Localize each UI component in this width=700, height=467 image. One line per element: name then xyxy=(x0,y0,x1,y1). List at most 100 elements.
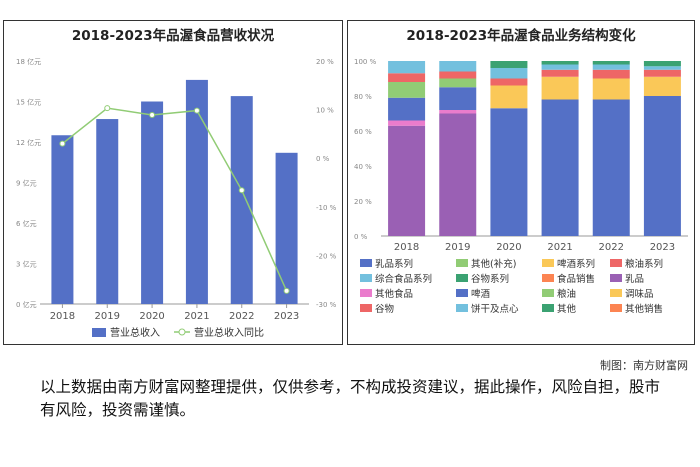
stack-segment xyxy=(439,110,477,114)
stack-segment xyxy=(388,82,426,98)
yoy-line xyxy=(61,107,288,292)
legend-label: 粮油系列 xyxy=(625,258,663,270)
legend-label: 调味品 xyxy=(625,288,654,300)
legend-swatch xyxy=(456,259,468,267)
x-tick-label: 2019 xyxy=(95,311,120,322)
x-tick-label: 2023 xyxy=(650,242,675,253)
stack-segment xyxy=(439,113,477,236)
legend-swatch xyxy=(610,274,622,282)
x-tick-label: 2022 xyxy=(599,242,624,253)
disclaimer-text: 以上数据由南方财富网整理提供，仅供参考，不构成投资建议，据此操作，风险自担，股市… xyxy=(40,378,661,419)
legend-swatch xyxy=(456,274,468,282)
stack-segment xyxy=(490,78,528,86)
structure-chart-panel: 2018-2023年品渥食品业务结构变化 0 % 20 % 40 % 60 % 80 %… xyxy=(347,20,695,345)
revenue-chart-panel: 2018-2023年品渥食品营收状况 0 亿元 3 亿元 6 亿元 9 亿元 12 亿元… xyxy=(3,20,343,345)
stack-segment xyxy=(388,120,426,126)
x-tick-label: 2023 xyxy=(274,311,299,322)
stack-segment xyxy=(388,125,426,236)
legend-label: 乳品 xyxy=(625,273,644,285)
revenue-bar xyxy=(275,152,298,304)
revenue-bar xyxy=(141,101,164,304)
yoy-point xyxy=(193,107,200,114)
revenue-chart-title: 2018-2023年品渥食品营收状况 xyxy=(71,28,275,44)
structure-chart-title: 2018-2023年品渥食品业务结构变化 xyxy=(406,28,636,44)
stack-segment xyxy=(643,66,681,70)
legend-swatch-revenue xyxy=(92,328,106,337)
y-right-tick-label: -30 % xyxy=(316,301,337,309)
x-tick-label: 2018 xyxy=(394,242,419,253)
legend-swatch xyxy=(542,259,554,267)
legend-swatch xyxy=(456,304,468,312)
stack-segment xyxy=(388,61,426,74)
stack-segment xyxy=(439,61,477,72)
stack-segment xyxy=(643,61,681,67)
stack-segment xyxy=(643,96,681,236)
y-tick-label: 20 % xyxy=(354,198,372,206)
y-left-tick-label: 12 亿元 xyxy=(16,138,41,147)
y-right-tick-label: 0 % xyxy=(316,155,330,163)
y-left-tick-label: 9 亿元 xyxy=(16,179,37,188)
y-right-tick-label: -20 % xyxy=(316,252,337,260)
yoy-point xyxy=(104,105,111,112)
legend-label-revenue: 营业总收入 xyxy=(110,326,160,339)
stack-segment xyxy=(592,69,630,79)
revenue-bar xyxy=(230,96,253,304)
legend-label: 其他(补充) xyxy=(471,258,516,270)
legend-label: 综合食品系列 xyxy=(375,273,432,285)
x-tick-label: 2021 xyxy=(547,242,572,253)
y-tick-label: 40 % xyxy=(354,163,372,171)
legend-swatch xyxy=(360,259,372,267)
legend-swatch xyxy=(610,304,622,312)
y-left-tick-label: 0 亿元 xyxy=(16,300,37,309)
revenue-chart-svg: 0 亿元 3 亿元 6 亿元 9 亿元 12 亿元 15 亿元 18 亿元 -30 % -20 … xyxy=(16,57,337,339)
stack-segment xyxy=(388,73,426,82)
legend-label: 谷物 xyxy=(375,303,395,315)
stack-segment xyxy=(541,61,579,65)
x-tick-label: 2019 xyxy=(445,242,470,253)
y-left-tick-label: 3 亿元 xyxy=(16,260,37,269)
y-right-tick-label: 20 % xyxy=(316,58,334,66)
stack-segment xyxy=(541,99,579,236)
legend-swatch xyxy=(542,304,554,312)
legend-label: 饼干及点心 xyxy=(471,303,519,315)
y-right-tick-label: -10 % xyxy=(316,204,337,212)
x-tick-label: 2021 xyxy=(184,311,209,322)
y-tick-label: 80 % xyxy=(354,93,372,101)
stack-segment xyxy=(541,76,579,100)
revenue-bar xyxy=(51,135,74,304)
legend-label: 粮油 xyxy=(557,288,576,300)
stack-segment xyxy=(592,78,630,100)
legend-swatch xyxy=(610,259,622,267)
legend-swatch xyxy=(360,304,372,312)
stack-segment xyxy=(541,69,579,77)
credit-text: 制图：南方财富网 xyxy=(600,359,688,372)
revenue-bar xyxy=(96,119,119,304)
legend-label: 啤酒系列 xyxy=(557,258,595,270)
yoy-point xyxy=(238,187,245,194)
legend-swatch xyxy=(542,274,554,282)
stack-segment xyxy=(439,71,477,79)
legend-label: 其他食品 xyxy=(375,288,413,300)
legend-label: 其他 xyxy=(557,303,577,315)
y-tick-label: 100 % xyxy=(354,58,377,66)
stack-segment xyxy=(490,85,528,109)
stack-segment xyxy=(439,78,477,88)
y-right-tick-label: 10 % xyxy=(316,107,334,115)
stack-segment xyxy=(643,76,681,96)
yoy-point xyxy=(283,287,290,294)
x-tick-label: 2018 xyxy=(50,311,75,322)
legend-label: 食品销售 xyxy=(557,273,595,285)
yoy-point xyxy=(59,140,66,147)
legend-swatch-yoy-point xyxy=(178,328,186,336)
y-tick-label: 60 % xyxy=(354,128,372,136)
stack-segment xyxy=(490,108,528,236)
stack-segment xyxy=(592,64,630,70)
legend-label-yoy: 营业总收入同比 xyxy=(194,326,264,339)
legend-swatch xyxy=(360,289,372,297)
legend-swatch xyxy=(456,289,468,297)
stack-segment xyxy=(643,69,681,77)
stack-segment xyxy=(592,99,630,236)
legend-swatch xyxy=(360,274,372,282)
revenue-bar xyxy=(185,79,208,305)
x-tick-label: 2020 xyxy=(139,311,164,322)
